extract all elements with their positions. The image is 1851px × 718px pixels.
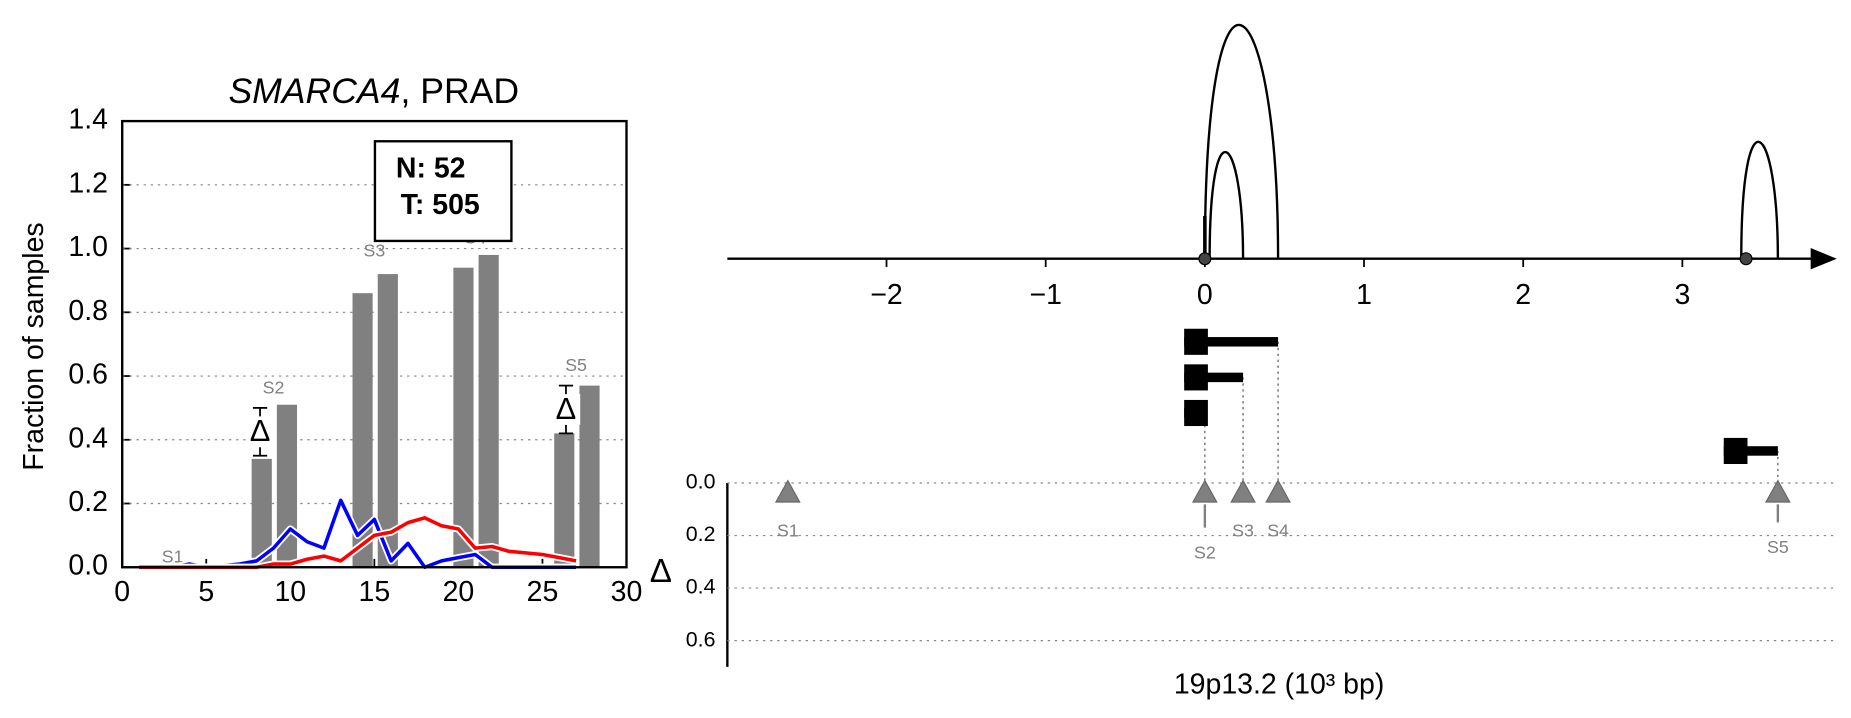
site-label: S4 bbox=[1267, 520, 1289, 540]
x-tick-label: 2 bbox=[1515, 279, 1531, 311]
plot-frame bbox=[121, 119, 628, 569]
feature-bar bbox=[1723, 446, 1778, 456]
bar bbox=[554, 433, 575, 568]
y-tick-label: 0.2 bbox=[686, 522, 716, 546]
arc bbox=[1203, 23, 1280, 259]
title-gene: SMARCA4 bbox=[228, 71, 400, 111]
annotation-t: T: 505 bbox=[401, 189, 480, 221]
delta-symbol: Δ bbox=[556, 391, 577, 426]
chart-title: SMARCA4, PRAD bbox=[228, 71, 519, 111]
site-label: S5 bbox=[565, 355, 587, 375]
x-tick-label: 15 bbox=[359, 576, 391, 608]
feature-bar bbox=[1184, 337, 1279, 347]
x-tick-label: 25 bbox=[527, 576, 559, 608]
y-tick-label: 0.0 bbox=[68, 550, 108, 582]
feature-bar bbox=[1184, 372, 1244, 383]
x-tick-label: 1 bbox=[1356, 279, 1372, 311]
title-cohort: , PRAD bbox=[400, 71, 519, 111]
annotation-box bbox=[373, 140, 513, 243]
site-label: S3 bbox=[363, 240, 385, 260]
feature-block bbox=[1184, 364, 1208, 391]
site-label: S5 bbox=[1767, 537, 1789, 557]
x-tick-label: 3 bbox=[1674, 279, 1690, 311]
site-marker bbox=[774, 479, 801, 503]
y-tick-label: 0.4 bbox=[686, 575, 716, 599]
site-label: S2 bbox=[1194, 542, 1216, 562]
anchor-dot bbox=[1739, 252, 1753, 266]
bar bbox=[478, 254, 499, 568]
x-tick-label: 20 bbox=[443, 576, 475, 608]
site-marker bbox=[1764, 479, 1791, 503]
y-tick-label: 0.2 bbox=[68, 486, 108, 518]
x-tick-label: 0 bbox=[114, 576, 130, 608]
y-tick-label: 0.8 bbox=[68, 295, 108, 327]
y-tick-label: 0.0 bbox=[686, 470, 716, 494]
feature-block bbox=[1184, 328, 1208, 355]
bar bbox=[579, 385, 600, 568]
delta-bg bbox=[551, 394, 581, 425]
y-tick-label: 1.2 bbox=[68, 167, 108, 199]
y-tick-label: 0.4 bbox=[68, 422, 108, 454]
anchor-dot bbox=[1198, 252, 1212, 266]
delta-bg bbox=[245, 416, 275, 448]
delta-axis-label: Δ bbox=[650, 553, 672, 590]
arc bbox=[1208, 150, 1245, 259]
x-tick-label: 5 bbox=[198, 576, 214, 608]
x-axis-label: 19p13.2 (10³ bp) bbox=[1174, 668, 1385, 700]
site-marker bbox=[1230, 479, 1256, 503]
delta-symbol: Δ bbox=[250, 413, 271, 448]
bar bbox=[453, 267, 474, 568]
arc bbox=[1740, 140, 1780, 259]
site-label: S2 bbox=[263, 377, 285, 397]
site-label: S3 bbox=[1232, 520, 1254, 540]
site-label: S1 bbox=[162, 546, 184, 566]
feature-block bbox=[1723, 437, 1748, 465]
bar bbox=[377, 274, 398, 568]
y-axis-label: Fraction of samples bbox=[18, 222, 50, 470]
y-tick-label: 0.6 bbox=[686, 627, 716, 651]
x-tick-label: −1 bbox=[1029, 279, 1061, 311]
y-tick-label: 0.6 bbox=[68, 359, 108, 391]
y-tick-label: 1.0 bbox=[68, 231, 108, 263]
x-tick-label: 0 bbox=[1197, 279, 1213, 311]
x-tick-label: 10 bbox=[274, 576, 306, 608]
annotation-n: N: 52 bbox=[396, 152, 466, 184]
y-tick-label: 1.4 bbox=[68, 104, 108, 136]
bar bbox=[352, 293, 373, 568]
site-label: S1 bbox=[777, 520, 799, 540]
site-marker bbox=[1191, 479, 1218, 503]
site-marker bbox=[1265, 479, 1291, 503]
feature-block bbox=[1184, 399, 1208, 427]
bar bbox=[251, 458, 272, 568]
x-tick-label: −2 bbox=[870, 279, 902, 311]
axis-arrow bbox=[1810, 248, 1837, 270]
x-tick-label: 30 bbox=[611, 576, 643, 608]
